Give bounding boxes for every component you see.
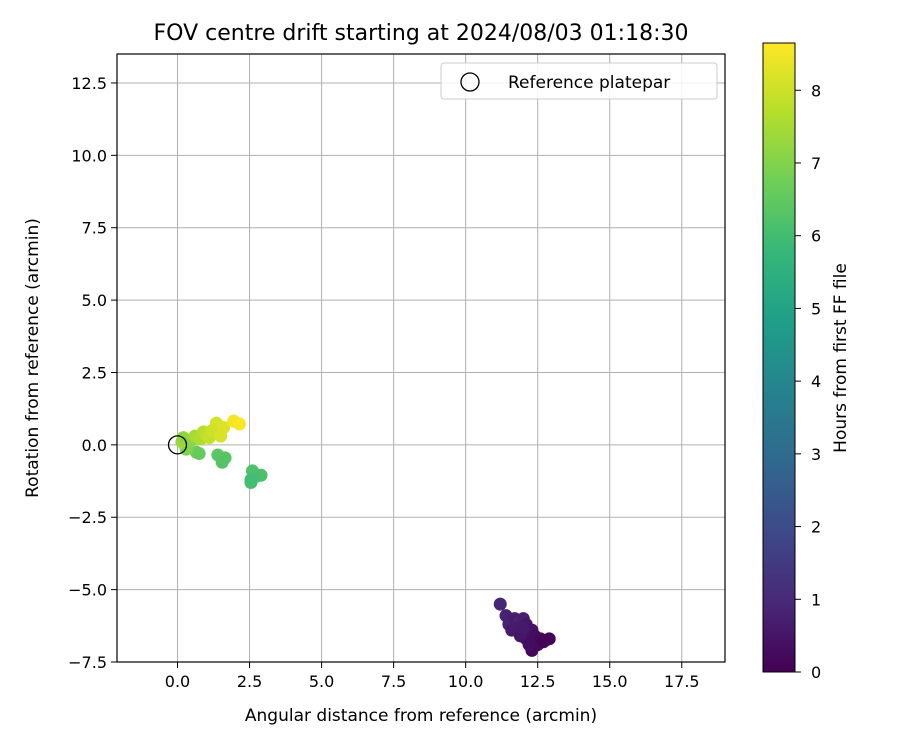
legend-box — [440, 62, 718, 100]
colorbar-tick-label: 1 — [811, 590, 821, 609]
y-tick-label: 5.0 — [82, 291, 107, 310]
colorbar-tick-label: 2 — [811, 518, 821, 537]
legend: Reference platepar — [440, 62, 718, 100]
x-tick-label: 2.5 — [237, 672, 262, 691]
x-tick-label: 17.5 — [664, 672, 700, 691]
colorbar-tick-label: 0 — [811, 663, 821, 682]
x-tick-label: 7.5 — [381, 672, 406, 691]
colorbar-tick-label: 6 — [811, 227, 821, 246]
y-tick-label: 0.0 — [82, 436, 107, 455]
y-tick-label: 10.0 — [71, 146, 107, 165]
x-tick-label: 10.0 — [448, 672, 484, 691]
colorbar-tick-label: 7 — [811, 154, 821, 173]
colorbar-tick-label: 4 — [811, 372, 821, 391]
x-tick-label: 0.0 — [165, 672, 190, 691]
data-point — [542, 632, 556, 646]
y-tick-label: −7.5 — [68, 653, 107, 672]
reference-point-marker — [167, 435, 188, 455]
colorbar-ticks: 0 1 2 3 4 5 6 7 8 — [795, 81, 821, 682]
data-point — [522, 638, 536, 652]
data-point — [493, 597, 507, 611]
y-axis-ticks: −7.5 −5.0 −2.5 0.0 2.5 5.0 7.5 10.0 12.5 — [68, 74, 117, 672]
reference-marker-group — [167, 435, 188, 455]
data-points — [175, 414, 556, 657]
legend-label: Reference platepar — [508, 73, 670, 93]
legend-marker-icon — [460, 72, 480, 92]
colorbar-tick-label: 8 — [811, 81, 821, 100]
x-tick-label: 12.5 — [520, 672, 556, 691]
colorbar-tick-label: 3 — [811, 445, 821, 464]
data-point — [232, 417, 246, 431]
colorbar-gradient — [762, 42, 796, 673]
y-tick-label: 2.5 — [82, 363, 107, 382]
x-tick-label: 15.0 — [592, 672, 628, 691]
y-axis-label: Rotation from reference (arcmin) — [23, 218, 43, 498]
data-point — [215, 455, 229, 469]
data-point — [192, 447, 206, 461]
grid-lines — [117, 54, 725, 663]
plot-frame — [116, 53, 726, 663]
colorbar-tick-label: 5 — [811, 299, 821, 318]
data-point — [516, 620, 530, 634]
colorbar-label: Hours from first FF file — [831, 263, 851, 453]
chart-title: FOV centre drift starting at 2024/08/03 … — [154, 21, 689, 46]
data-point — [244, 473, 258, 487]
x-tick-label: 5.0 — [309, 672, 334, 691]
y-tick-label: 7.5 — [82, 219, 107, 238]
y-tick-label: 12.5 — [71, 74, 107, 93]
y-tick-label: −5.0 — [68, 581, 107, 600]
x-axis-label: Angular distance from reference (arcmin) — [245, 706, 597, 726]
x-axis-ticks: 0.0 2.5 5.0 7.5 10.0 12.5 15.0 17.5 — [165, 662, 700, 691]
data-point — [214, 429, 228, 443]
colorbar: 0 1 2 3 4 5 6 7 8 Hours from first FF file — [762, 42, 851, 682]
y-tick-label: −2.5 — [68, 508, 107, 527]
